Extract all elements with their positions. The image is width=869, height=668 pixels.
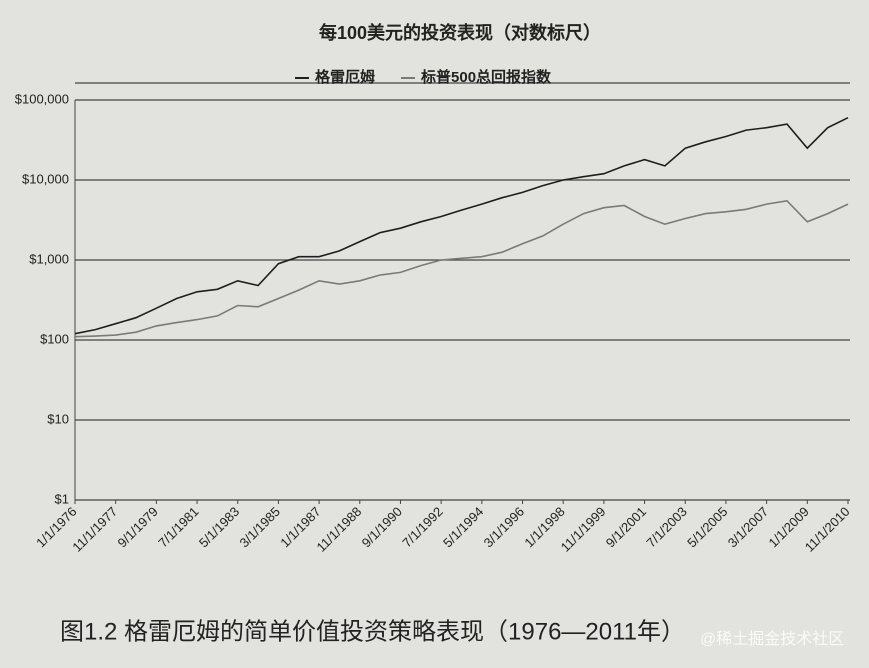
series-line [74, 116, 849, 335]
y-tick-label: $1,000 [29, 251, 69, 266]
y-tick-label: $100 [40, 331, 69, 346]
legend-label: 标普500总回报指数 [420, 68, 552, 86]
caption: 图1.2 格雷厄姆的简单价值投资策略表现（1976—2011年） [60, 618, 685, 645]
legend-label: 格雷厄姆 [315, 68, 375, 86]
y-tick-label: $10,000 [22, 171, 69, 186]
y-tick-label: $100,000 [15, 91, 69, 106]
y-tick-label: $1 [55, 491, 69, 506]
series-line [74, 199, 849, 338]
y-tick-label: $10 [47, 411, 69, 426]
watermark: @稀土掘金技术社区 [700, 630, 844, 648]
chart-title: 每100美元的投资表现（对数标尺） [319, 22, 601, 43]
